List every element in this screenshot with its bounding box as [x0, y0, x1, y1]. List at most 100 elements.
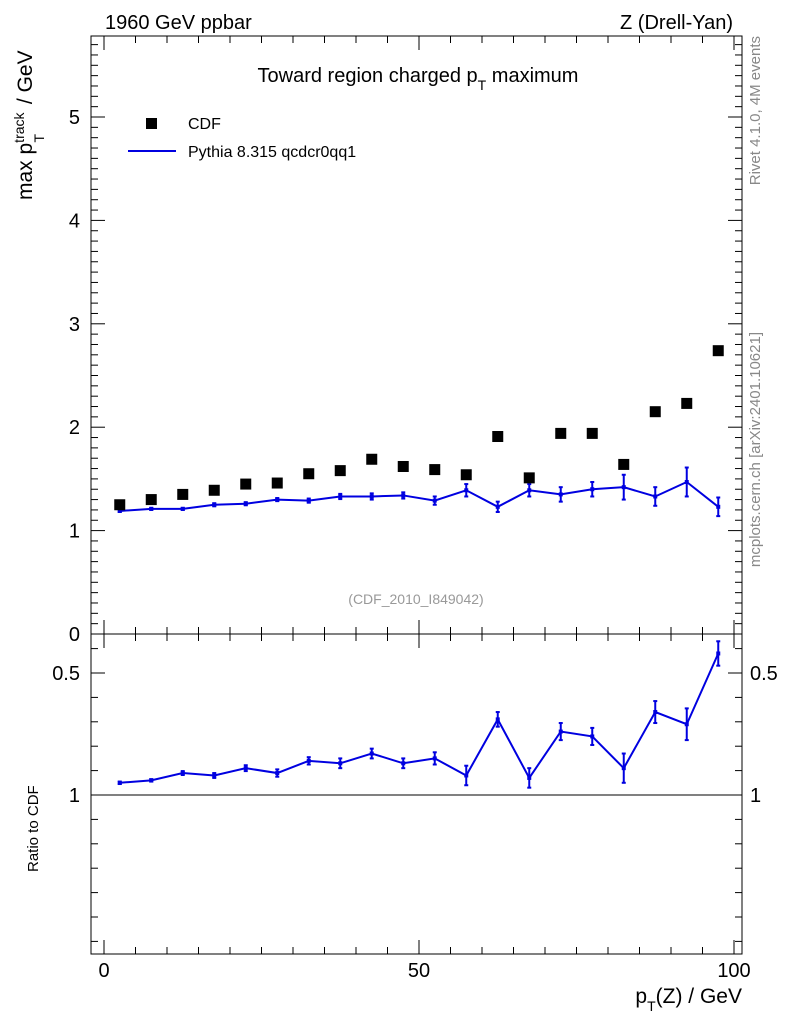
ratio-point	[275, 771, 280, 776]
pythia-point	[401, 493, 406, 498]
cdf-point	[618, 458, 630, 470]
ratio-point	[653, 710, 658, 715]
ratio-point	[432, 756, 437, 761]
cdf-point	[555, 427, 567, 439]
legend-cdf-marker	[146, 118, 157, 129]
ratio-point	[527, 775, 532, 780]
cdf-point	[649, 406, 661, 418]
pythia-point	[527, 488, 532, 493]
ratio-point	[369, 751, 374, 756]
ratio-point	[401, 761, 406, 766]
ratio-panel-frame	[90, 633, 743, 955]
x-axis-label-sub: T	[647, 998, 656, 1014]
ratio-y-tick-label-left: 1	[69, 785, 80, 807]
ratio-point	[558, 729, 563, 734]
pythia-point	[275, 497, 280, 502]
pythia-series-line	[119, 480, 719, 512]
main-y-tick-label: 1	[69, 521, 80, 543]
main-y-tick-label: 5	[69, 107, 80, 129]
ratio-data-group	[117, 640, 721, 789]
main-y-tick-label: 0	[69, 624, 80, 646]
cdf-point	[303, 468, 315, 480]
cdf-point	[492, 431, 504, 443]
cdf-point	[366, 453, 378, 465]
cdf-point	[397, 460, 409, 472]
ratio-y-tick-label-right: 1	[750, 785, 761, 807]
pythia-point	[338, 494, 343, 499]
header-right-label: Z (Drell-Yan)	[620, 12, 733, 34]
pythia-point	[306, 498, 311, 503]
ratio-point	[590, 734, 595, 739]
ratio-point	[180, 771, 185, 776]
cdf-point	[429, 464, 441, 476]
x-axis-label: pT(Z) / GeV	[635, 985, 742, 1014]
cdf-point	[334, 465, 346, 477]
x-axis-label-prefix: p	[635, 985, 647, 1008]
main-ylabel-sub: T	[31, 133, 47, 142]
cdf-point	[240, 478, 252, 490]
pythia-point	[243, 501, 248, 506]
pythia-point	[464, 488, 469, 493]
ratio-point	[495, 717, 500, 722]
legend-cdf-label: CDF	[188, 116, 221, 133]
ratio-point	[464, 773, 469, 778]
main-y-tick-label: 4	[69, 210, 80, 232]
pythia-point	[432, 498, 437, 503]
main-data-group	[114, 345, 724, 518]
main-ylabel-sup: track	[11, 111, 27, 142]
ratio-point	[621, 766, 626, 771]
pythia-point	[653, 494, 658, 499]
pythia-point	[495, 504, 500, 509]
ratio-y-tick-label-left: 0.5	[52, 663, 80, 685]
ratio-tick-group: 0.50.51122050100	[52, 634, 778, 982]
ratio-point	[212, 773, 217, 778]
cdf-point	[208, 484, 220, 496]
main-ylabel-prefix: max p	[14, 143, 37, 200]
pythia-point	[558, 492, 563, 497]
main-tick-group: 0 1 2 3 4 5	[69, 36, 742, 646]
main-ylabel-suffix: / GeV	[14, 50, 37, 110]
mcplots-label: mcplots.cern.ch [arXiv:2401.10621]	[747, 332, 764, 567]
pythia-point	[180, 506, 185, 511]
analysis-watermark: (CDF_2010_I849042)	[348, 591, 483, 607]
cdf-point	[586, 427, 598, 439]
ratio-point	[306, 758, 311, 763]
ratio-point	[117, 780, 122, 785]
x-tick-label: 100	[717, 960, 750, 982]
pythia-point	[590, 487, 595, 492]
header-left-label: 1960 GeV ppbar	[105, 12, 252, 34]
ratio-point	[149, 778, 154, 783]
pythia-point	[117, 508, 122, 513]
pythia-point	[369, 494, 374, 499]
cdf-point	[271, 477, 283, 489]
ratio-point	[684, 722, 689, 727]
ratio-series-line	[119, 653, 720, 784]
ratio-y-tick-label-right: 0.5	[750, 663, 778, 685]
pythia-point	[149, 506, 154, 511]
pythia-point	[212, 502, 217, 507]
main-title-suffix: maximum	[486, 65, 578, 87]
cdf-point	[681, 397, 693, 409]
ratio-point	[716, 651, 721, 656]
cdf-point	[177, 488, 189, 500]
main-ylabel: max ptrack T / GeV	[11, 50, 47, 200]
main-title-sub: T	[478, 77, 487, 93]
ratio-point	[243, 766, 248, 771]
main-title-text: Toward region charged p	[258, 65, 478, 87]
cdf-point	[145, 494, 157, 506]
pythia-point	[684, 480, 689, 485]
pythia-point	[716, 504, 721, 509]
main-y-tick-label: 3	[69, 314, 80, 336]
cdf-point	[114, 499, 126, 511]
main-y-tick-label: 2	[69, 417, 80, 439]
rivet-label: Rivet 4.1.0, 4M events	[747, 36, 764, 185]
x-tick-label: 0	[98, 960, 109, 982]
x-tick-label: 50	[408, 960, 430, 982]
cdf-point	[712, 345, 724, 357]
ratio-ylabel: Ratio to CDF	[25, 785, 42, 872]
cdf-point	[460, 469, 472, 481]
main-title: Toward region charged pT maximum	[258, 65, 579, 93]
cdf-point	[523, 472, 535, 484]
